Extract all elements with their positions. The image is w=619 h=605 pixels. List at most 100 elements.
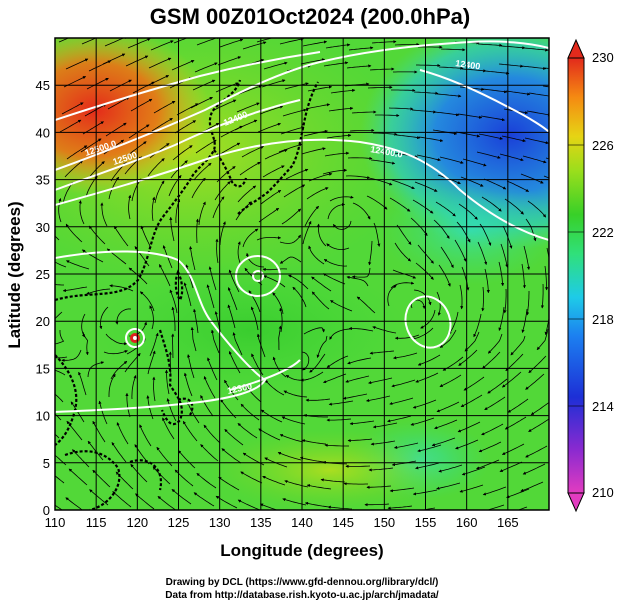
streamline <box>345 375 370 383</box>
streamline <box>372 132 398 136</box>
streamline <box>206 284 215 309</box>
streamline <box>528 418 549 432</box>
coastlines <box>55 79 319 510</box>
streamline <box>55 235 60 241</box>
x-tick-label: 110 <box>45 515 66 530</box>
streamline <box>288 274 309 290</box>
streamline <box>92 469 111 488</box>
streamline <box>368 240 373 266</box>
x-tick-label: 135 <box>250 515 272 530</box>
streamline <box>227 287 238 311</box>
streamline <box>369 67 395 71</box>
streamline <box>304 501 330 508</box>
streamline <box>58 38 70 43</box>
streamline <box>412 199 434 214</box>
streamline <box>285 168 309 180</box>
streamline <box>329 195 354 202</box>
streamline <box>478 441 502 453</box>
streamline <box>372 422 398 429</box>
streamline <box>480 504 505 510</box>
streamline <box>283 390 308 398</box>
temperature-field-yellow-south <box>210 430 450 510</box>
y-tick-label: 40 <box>36 125 50 140</box>
streamline <box>412 399 437 409</box>
streamline <box>476 459 500 470</box>
streamline <box>326 418 352 422</box>
colorbar-bottom-cap <box>567 492 585 513</box>
streamline <box>131 374 137 400</box>
streamline <box>242 228 259 248</box>
streamline <box>55 330 65 345</box>
streamline <box>478 133 504 140</box>
contour-anticyclone-ring <box>235 255 281 297</box>
streamline <box>259 503 278 510</box>
streamlines <box>55 38 549 510</box>
streamline <box>131 178 142 202</box>
streamline <box>526 291 530 316</box>
streamline <box>301 439 327 445</box>
streamline <box>527 200 547 218</box>
streamline <box>139 291 155 312</box>
streamline <box>193 162 212 181</box>
streamline <box>544 315 549 336</box>
streamline <box>308 245 325 265</box>
streamline <box>303 129 329 137</box>
streamline <box>389 487 415 493</box>
streamline <box>115 308 132 325</box>
streamline <box>504 416 527 430</box>
streamline <box>481 286 485 312</box>
streamline <box>187 354 195 379</box>
streamline <box>368 377 393 385</box>
streamline <box>503 288 507 314</box>
streamline <box>521 65 547 70</box>
streamline <box>157 496 177 510</box>
streamline <box>194 62 218 73</box>
colorbar-tick-label: 222 <box>592 225 614 240</box>
streamline <box>499 461 523 472</box>
streamline <box>306 484 332 490</box>
streamline <box>415 462 440 470</box>
streamline <box>482 351 501 369</box>
streamline <box>484 396 506 411</box>
streamline <box>464 331 480 352</box>
chart-title: GSM 00Z01Oct2024 (200.0hPa) <box>150 4 470 29</box>
streamline <box>302 220 312 245</box>
streamline <box>66 145 88 160</box>
streamline <box>311 291 330 310</box>
streamline <box>281 416 306 425</box>
streamline <box>55 284 64 286</box>
streamline <box>55 311 63 320</box>
colorbar-tick-label: 210 <box>592 485 614 500</box>
streamline <box>64 160 84 178</box>
streamline <box>154 180 165 204</box>
streamline <box>393 352 418 360</box>
streamline <box>438 264 451 287</box>
streamline <box>263 61 288 70</box>
streamline <box>190 97 213 109</box>
streamline <box>55 413 62 421</box>
streamline <box>135 493 155 510</box>
streamline <box>221 448 242 464</box>
streamline <box>388 107 414 111</box>
streamline <box>480 115 506 122</box>
streamline <box>364 503 390 507</box>
streamline <box>187 401 200 424</box>
streamline <box>292 286 307 308</box>
streamline <box>367 85 393 89</box>
streamline <box>146 75 170 87</box>
streamline <box>108 373 116 397</box>
x-tick-label: 150 <box>373 515 395 530</box>
streamline <box>62 181 74 205</box>
streamline <box>544 265 549 291</box>
streamline <box>62 286 88 293</box>
streamline <box>212 196 225 219</box>
contour-anticyclone-inner <box>252 270 264 282</box>
streamline <box>389 397 414 405</box>
streamline <box>82 331 89 356</box>
streamline <box>234 119 258 131</box>
streamline <box>528 355 547 374</box>
streamline <box>324 151 350 157</box>
streamline <box>172 145 193 161</box>
streamline <box>232 332 243 356</box>
streamline <box>128 194 132 220</box>
